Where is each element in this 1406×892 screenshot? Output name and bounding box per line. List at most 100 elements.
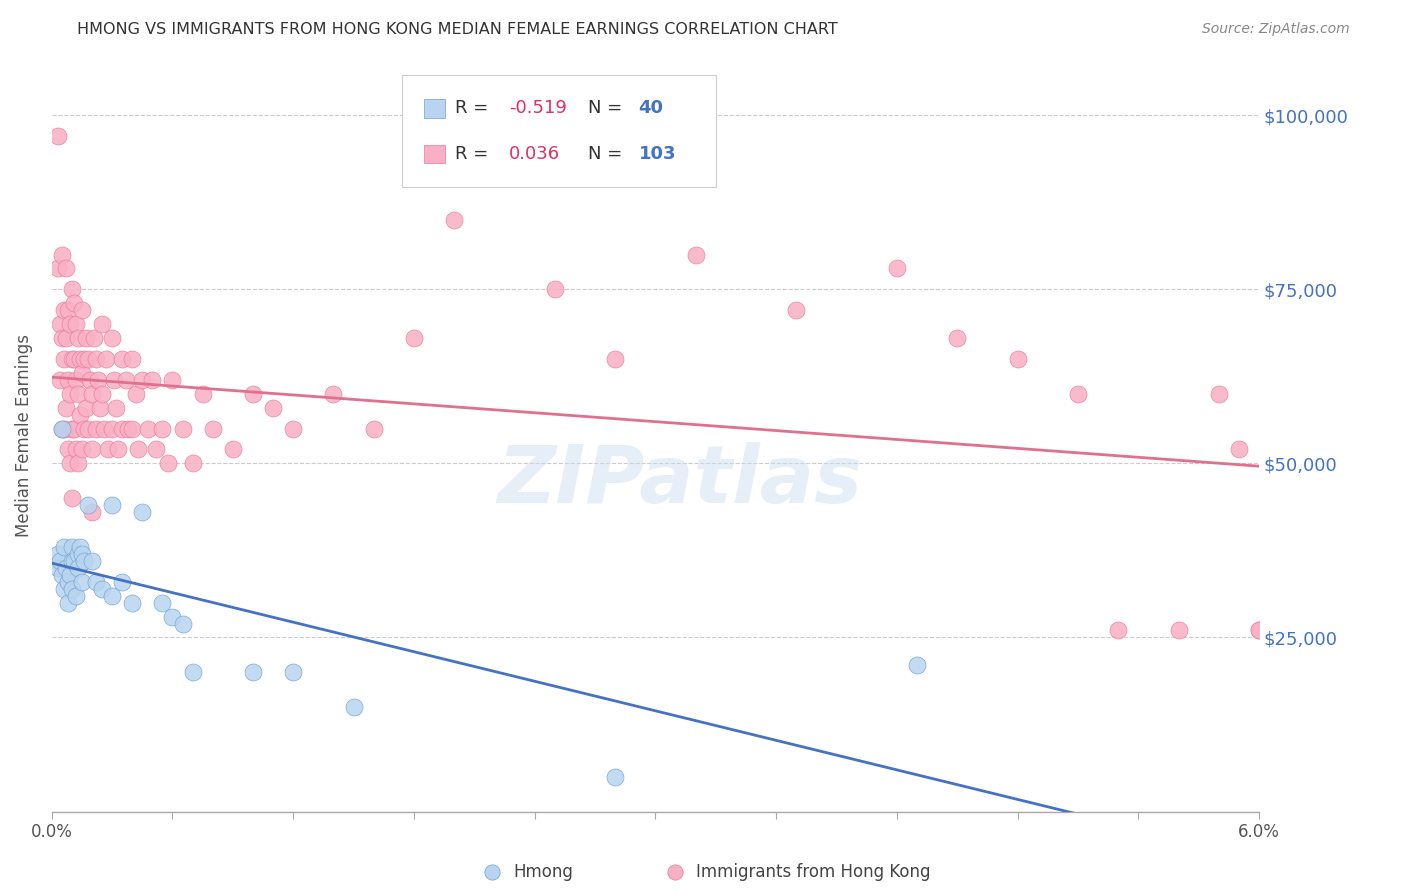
Point [1167,624,1189,638]
Point [1249,624,1271,638]
Point [69,351,91,366]
Point [152,596,174,610]
Text: -0.519: -0.519 [509,100,567,118]
Point [66,386,89,401]
Point [111,421,134,435]
Text: Source: ZipAtlas.com: Source: ZipAtlas.com [1202,22,1350,37]
Point [91,386,114,401]
Point [138,421,160,435]
Point [60,554,83,568]
FancyBboxPatch shape [423,99,446,119]
Point [141,373,163,387]
Text: 103: 103 [638,145,676,162]
Point [443,212,465,227]
Point [55,401,77,415]
Point [91,582,114,596]
Point [59,457,82,471]
Point [181,457,204,471]
Point [63,296,86,310]
Point [283,665,305,680]
Point [905,658,928,673]
Point [785,303,807,318]
Point [101,331,124,345]
Point [46,129,69,144]
Point [70,547,93,561]
Point [1227,442,1250,457]
Point [115,373,138,387]
Point [242,386,264,401]
Point [162,373,184,387]
Point [157,457,180,471]
Point [51,247,73,261]
Point [91,317,114,331]
Text: Immigrants from Hong Kong: Immigrants from Hong Kong [696,863,931,881]
Point [84,574,107,589]
Point [83,331,105,345]
Text: R =: R = [456,145,494,162]
Point [79,373,101,387]
Point [181,665,204,680]
Point [66,561,89,575]
Point [75,331,97,345]
Point [65,442,87,457]
Point [172,421,194,435]
Point [55,261,77,276]
Point [69,408,91,422]
Point [75,401,97,415]
Text: ZIPatlas: ZIPatlas [498,442,862,520]
Point [59,317,82,331]
Point [101,589,124,603]
Point [111,351,134,366]
Point [77,421,100,435]
Point [242,665,264,680]
Point [51,421,73,435]
Point [65,589,87,603]
Point [97,442,120,457]
Point [63,421,86,435]
Point [342,700,364,714]
Point [70,303,93,318]
Point [145,442,167,457]
Point [103,373,125,387]
Point [605,351,627,366]
Text: 40: 40 [638,100,664,118]
Point [121,596,143,610]
Point [73,421,96,435]
Point [70,366,93,380]
Point [59,386,82,401]
Point [1067,386,1090,401]
Point [117,421,139,435]
Text: N =: N = [588,145,628,162]
Point [94,351,117,366]
Point [60,282,83,296]
Point [131,505,153,519]
Point [46,561,69,575]
Point [80,386,103,401]
Point [55,561,77,575]
Point [363,421,385,435]
Point [80,554,103,568]
Point [55,331,77,345]
Text: Hmong: Hmong [513,863,574,881]
Point [93,421,115,435]
Point [73,554,96,568]
Point [201,421,224,435]
Point [87,373,110,387]
Point [946,331,969,345]
Point [70,574,93,589]
Point [56,442,79,457]
Text: HMONG VS IMMIGRANTS FROM HONG KONG MEDIAN FEMALE EARNINGS CORRELATION CHART: HMONG VS IMMIGRANTS FROM HONG KONG MEDIA… [77,22,838,37]
Point [66,547,89,561]
Point [77,351,100,366]
Point [66,331,89,345]
Point [111,574,134,589]
Point [49,373,72,387]
Point [63,554,86,568]
Point [105,401,128,415]
Point [1208,386,1230,401]
Point [49,317,72,331]
Point [322,386,344,401]
Point [80,442,103,457]
Point [886,261,908,276]
Text: R =: R = [456,100,494,118]
